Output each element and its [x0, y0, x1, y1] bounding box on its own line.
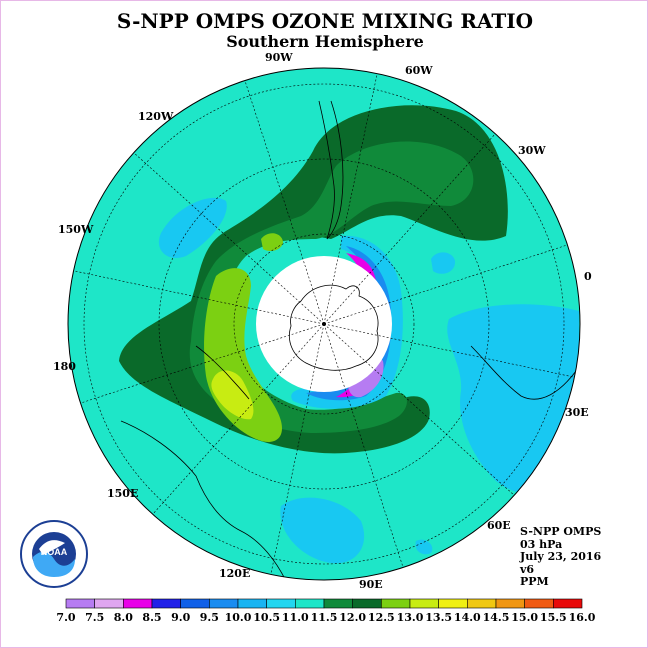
meridian-line — [269, 323, 325, 579]
colorbar-swatch — [123, 598, 153, 609]
info-version: v6 — [520, 562, 535, 576]
colorbar-tick-label: 9.5 — [200, 611, 219, 624]
meridian-line — [243, 76, 325, 325]
contour-10-5-ppm-east — [447, 304, 579, 495]
colorbar-ticks: 7.0 7.5 8.0 8.5 9.0 9.5 10.0 10.5 11.0 11.5 12.0 12… — [56, 611, 595, 624]
colorbar-swatch — [524, 598, 554, 609]
meridian-line — [149, 323, 325, 518]
latitude-circle — [83, 83, 565, 565]
contour-10-5-ppm-west — [158, 197, 227, 259]
lon-label-30e: 30E — [565, 406, 589, 419]
meridian-line — [323, 323, 405, 572]
noaa-logo-text: NOAA — [41, 547, 68, 557]
meridian-line — [130, 149, 325, 325]
lon-label-0: 0 — [584, 270, 592, 283]
meridian-line — [323, 323, 579, 379]
meridian-line — [323, 69, 379, 325]
colorbar-tick-label: 10.0 — [225, 611, 252, 624]
colorbar-swatch — [323, 598, 353, 609]
colorbar-tick-label: 14.0 — [454, 611, 481, 624]
colorbar-swatch — [94, 598, 124, 609]
contour-12-5-ppm-cell — [261, 233, 283, 251]
contour-10-5-ppm-spot — [431, 252, 456, 274]
lon-label-180: 180 — [53, 360, 76, 373]
colorbar-tick-label: 9.0 — [171, 611, 190, 624]
lon-label-60e: 60E — [487, 519, 511, 532]
latitude-circle — [233, 233, 415, 415]
lon-label-120w: 120W — [138, 110, 174, 123]
colorbar-tick-label: 10.5 — [253, 611, 280, 624]
colorbar-tick-label: 11.0 — [282, 611, 309, 624]
meridian-line — [69, 269, 325, 325]
info-pressure-level: 03 hPa — [520, 537, 563, 551]
africa-coastline — [470, 345, 577, 400]
info-block: S-NPP OMPS 03 hPa July 23, 2016 v6 PPM — [520, 525, 602, 589]
lon-label-150w: 150W — [58, 223, 94, 236]
antarctica-coastline — [289, 284, 379, 371]
colorbar-swatch — [180, 598, 210, 609]
colorbar-tick-label: 12.5 — [368, 611, 395, 624]
noaa-logo: NOAA — [20, 520, 88, 588]
colorbar-tick-label: 12.0 — [339, 611, 366, 624]
colorbar-tick-label: 7.5 — [85, 611, 104, 624]
figure-subtitle: Southern Hemisphere — [226, 32, 424, 51]
figure-title: S-NPP OMPS OZONE MIXING RATIO — [116, 9, 534, 33]
graticule — [69, 69, 579, 579]
map-boundary — [67, 67, 581, 581]
colorbar-tick-label: 16.0 — [569, 611, 596, 624]
colorbar-tick-label: 7.0 — [56, 611, 75, 624]
lon-label-90e: 90E — [359, 578, 383, 591]
colorbar-swatch — [209, 598, 239, 609]
colorbar-swatch — [381, 598, 411, 609]
colorbar-tick-label: 13.5 — [425, 611, 452, 624]
meridian-line — [323, 130, 499, 325]
meridian-line — [323, 243, 572, 325]
colorbar-tick-label: 15.5 — [540, 611, 567, 624]
lon-label-150e: 150E — [107, 487, 138, 500]
colorbar-swatch — [352, 598, 382, 609]
latitude-circle — [158, 158, 490, 490]
south-america-coastline — [318, 100, 344, 240]
colorbar-swatches — [65, 598, 583, 609]
colorbar-tick-label: 15.0 — [511, 611, 538, 624]
lon-label-60w: 60W — [405, 64, 433, 77]
info-date: July 23, 2016 — [520, 550, 602, 564]
colorbar-tick-label: 14.5 — [483, 611, 510, 624]
colorbar-swatch — [65, 598, 95, 609]
colorbar-swatch — [237, 598, 267, 609]
colorbar-swatch — [553, 598, 583, 609]
meridian-line — [76, 323, 325, 405]
colorbar-swatch — [295, 598, 325, 609]
colorbar-tick-label: 11.5 — [311, 611, 338, 624]
contour-10-5-ppm-south2 — [415, 539, 433, 555]
contour-13-0-ppm — [211, 370, 254, 420]
south-pole-marker — [322, 322, 326, 326]
info-instrument: S-NPP OMPS — [520, 525, 602, 538]
colorbar-swatch — [438, 598, 468, 609]
colorbar-swatch — [409, 598, 439, 609]
contour-12-0-ppm — [189, 141, 474, 433]
meridian-line — [323, 323, 518, 499]
info-units: PPM — [520, 575, 549, 589]
australia-coastline — [120, 420, 287, 580]
colorbar-tick-label: 8.0 — [114, 611, 133, 624]
colorbar-tick-label: 13.0 — [397, 611, 424, 624]
coastlines — [120, 100, 577, 580]
colorbar-swatch — [495, 598, 525, 609]
contour-10-5-ppm-south — [280, 497, 365, 564]
colorbar-swatch — [266, 598, 296, 609]
new-zealand-coastline — [195, 345, 250, 400]
lon-label-120e: 120E — [219, 567, 250, 580]
colorbar-swatch — [467, 598, 497, 609]
lon-label-90w: 90W — [265, 51, 293, 64]
colorbar-swatch — [151, 598, 181, 609]
lon-label-30w: 30W — [518, 144, 546, 157]
colorbar-tick-label: 8.5 — [142, 611, 161, 624]
